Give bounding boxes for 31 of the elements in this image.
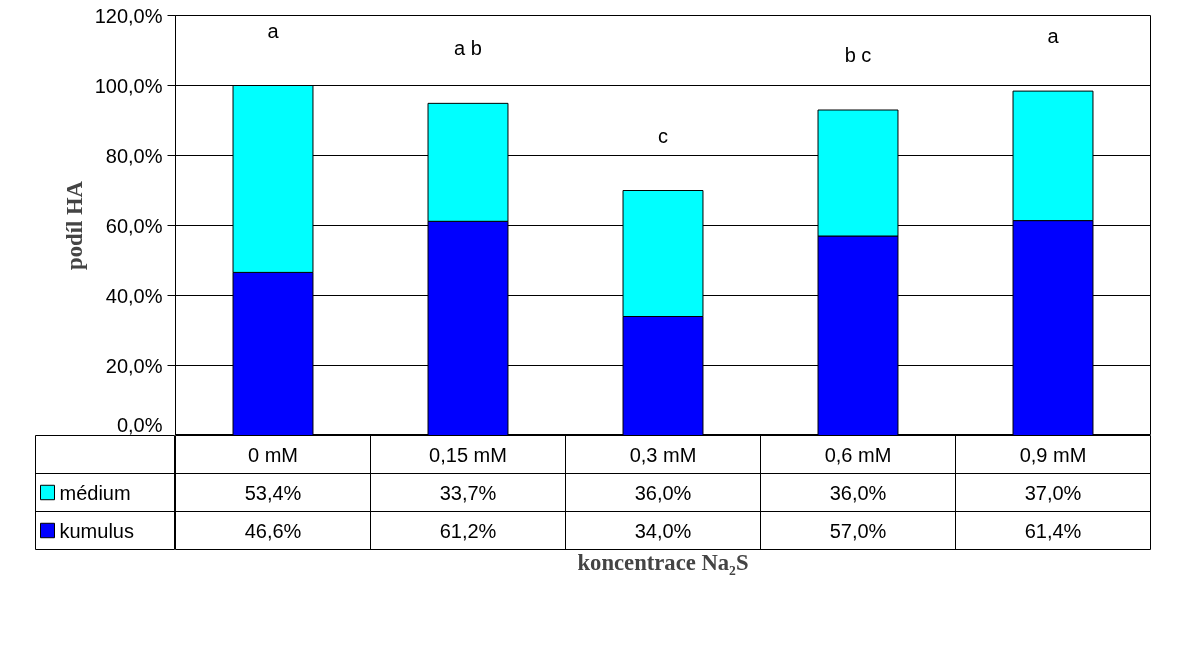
data-label: 33,7% bbox=[439, 481, 497, 504]
x-tick-label: 0,15 mM bbox=[429, 443, 507, 466]
annotation: a bbox=[1047, 25, 1060, 48]
x-axis-title: koncentrace Na₂S bbox=[577, 549, 749, 575]
data-label: 61,4% bbox=[1024, 519, 1082, 542]
x-tick-label: 0,9 mM bbox=[1019, 443, 1087, 466]
x-tick-label: 0 mM bbox=[248, 443, 298, 466]
annotation: a b bbox=[454, 37, 482, 60]
data-label: 36,0% bbox=[634, 481, 692, 504]
y-axis-title: podíl HA bbox=[61, 180, 87, 270]
legend-label: kumulus bbox=[59, 519, 134, 542]
data-label: 34,0% bbox=[634, 519, 692, 542]
y-tick-label: 120,0% bbox=[94, 4, 163, 27]
x-tick-label: 0,6 mM bbox=[824, 443, 892, 466]
data-label: 36,0% bbox=[829, 481, 887, 504]
y-tick-label: 100,0% bbox=[94, 74, 163, 97]
annotation: c bbox=[658, 124, 668, 147]
data-label: 61,2% bbox=[439, 519, 497, 542]
y-tick-label: 80,0% bbox=[105, 144, 163, 167]
y-tick-label: 60,0% bbox=[105, 214, 163, 237]
data-label: 37,0% bbox=[1024, 481, 1082, 504]
data-label: 46,6% bbox=[244, 519, 302, 542]
legend-label: médium bbox=[59, 481, 131, 504]
annotation: b c bbox=[844, 44, 872, 66]
y-tick-label: 40,0% bbox=[105, 284, 163, 307]
y-tick-label: 20,0% bbox=[105, 354, 163, 377]
x-tick-label: 0,3 mM bbox=[629, 443, 697, 466]
annotation: a bbox=[267, 19, 280, 42]
data-label: 53,4% bbox=[244, 481, 302, 504]
data-label: 57,0% bbox=[829, 519, 887, 542]
y-tick-label: 0,0% bbox=[116, 413, 163, 436]
